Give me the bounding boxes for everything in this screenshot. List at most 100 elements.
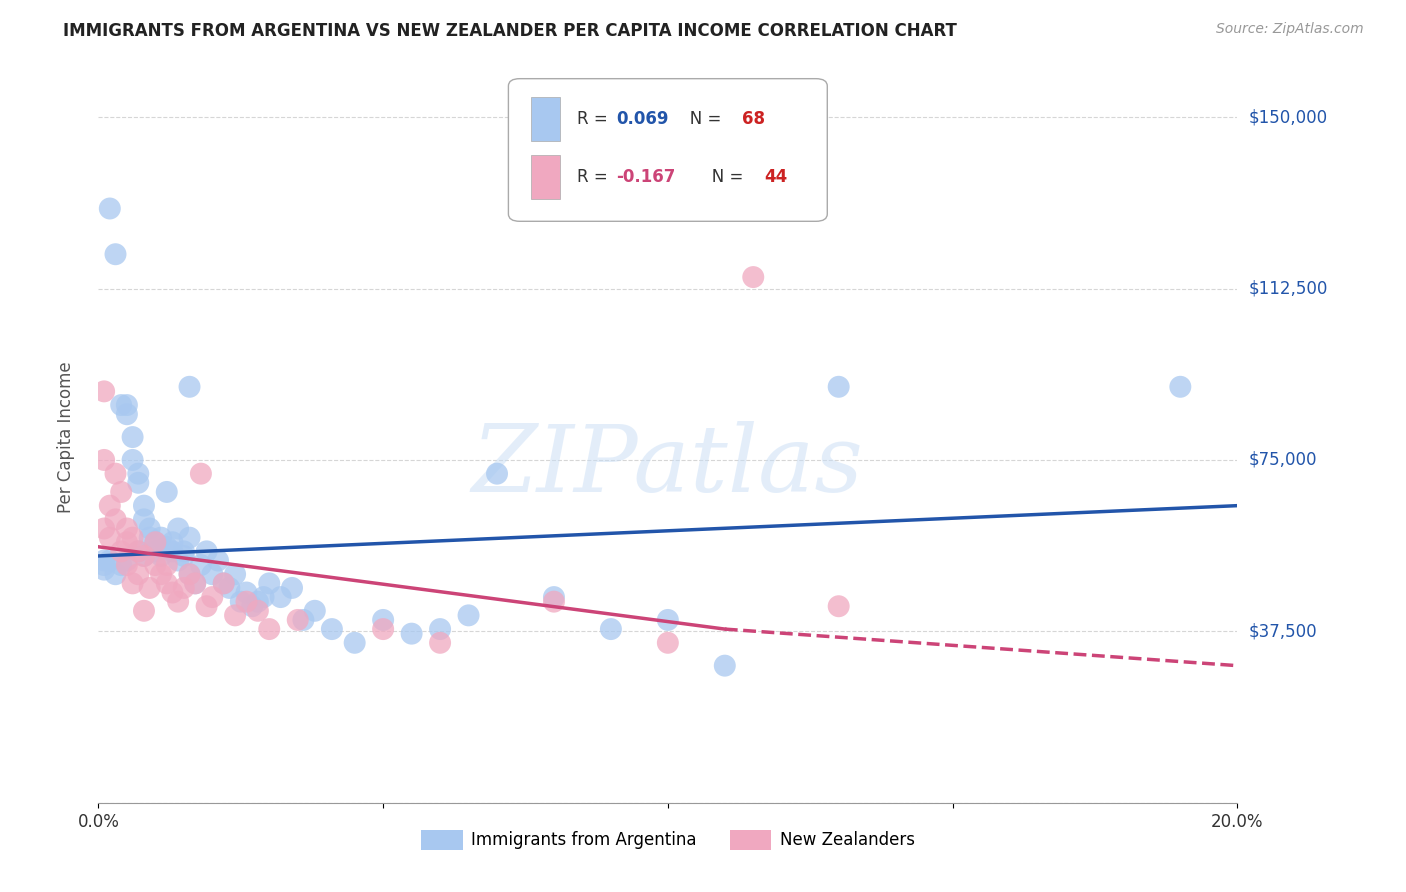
Point — [179, 531, 201, 545]
Point — [104, 247, 127, 261]
Point — [156, 540, 179, 554]
Point — [93, 521, 115, 535]
Point — [138, 531, 160, 545]
Point — [543, 590, 565, 604]
Point — [121, 453, 143, 467]
Point — [287, 613, 309, 627]
Text: $75,000: $75,000 — [1249, 451, 1317, 469]
Point — [98, 499, 121, 513]
Point — [156, 484, 179, 499]
Point — [190, 558, 212, 573]
Point — [104, 567, 127, 582]
Text: Source: ZipAtlas.com: Source: ZipAtlas.com — [1216, 22, 1364, 37]
Bar — [531, 97, 560, 141]
Point — [292, 613, 315, 627]
Point — [132, 499, 155, 513]
Point — [93, 563, 115, 577]
Point — [218, 581, 240, 595]
Point — [156, 558, 179, 573]
Text: N =: N = — [696, 169, 749, 186]
Point — [321, 622, 343, 636]
Point — [373, 613, 395, 627]
Y-axis label: Per Capita Income: Per Capita Income — [56, 361, 75, 513]
Text: $112,500: $112,500 — [1249, 279, 1327, 298]
Point — [138, 521, 160, 535]
Point — [150, 567, 173, 582]
Point — [173, 581, 195, 595]
Point — [138, 581, 160, 595]
Point — [173, 544, 195, 558]
Point — [110, 544, 132, 558]
Text: -0.167: -0.167 — [617, 169, 676, 186]
Point — [270, 590, 292, 604]
Point — [742, 270, 765, 285]
Point — [173, 549, 195, 563]
Point — [373, 622, 395, 636]
Point — [179, 567, 201, 582]
Point — [110, 398, 132, 412]
Point — [252, 590, 274, 604]
Point — [179, 567, 201, 582]
Point — [93, 384, 115, 399]
Point — [167, 594, 190, 608]
Point — [543, 594, 565, 608]
Point — [145, 535, 167, 549]
Point — [132, 512, 155, 526]
Text: ZIPatlas: ZIPatlas — [472, 421, 863, 511]
Point — [150, 549, 173, 563]
Text: 68: 68 — [742, 110, 765, 128]
Point — [429, 636, 451, 650]
Point — [145, 544, 167, 558]
Point — [212, 576, 235, 591]
Point — [304, 604, 326, 618]
Point — [121, 531, 143, 545]
Point — [235, 594, 257, 608]
Point — [132, 549, 155, 563]
Point — [229, 594, 252, 608]
Text: $37,500: $37,500 — [1249, 623, 1317, 640]
Point — [714, 658, 737, 673]
Point — [343, 636, 366, 650]
Point — [167, 521, 190, 535]
Bar — [531, 155, 560, 200]
Point — [115, 553, 138, 567]
Text: $150,000: $150,000 — [1249, 108, 1327, 126]
Point — [1170, 380, 1192, 394]
Point — [93, 553, 115, 567]
Point — [195, 544, 218, 558]
Point — [98, 202, 121, 216]
Point — [184, 576, 207, 591]
Point — [190, 467, 212, 481]
Text: N =: N = — [673, 110, 725, 128]
Point — [93, 558, 115, 573]
Point — [98, 553, 121, 567]
Point — [132, 604, 155, 618]
Point — [828, 599, 851, 614]
Text: IMMIGRANTS FROM ARGENTINA VS NEW ZEALANDER PER CAPITA INCOME CORRELATION CHART: IMMIGRANTS FROM ARGENTINA VS NEW ZEALAND… — [63, 22, 957, 40]
Point — [657, 613, 679, 627]
Point — [235, 585, 257, 599]
Point — [104, 512, 127, 526]
Point — [212, 576, 235, 591]
Point — [224, 608, 246, 623]
Point — [184, 576, 207, 591]
Point — [457, 608, 479, 623]
FancyBboxPatch shape — [509, 78, 827, 221]
Point — [162, 535, 184, 549]
Point — [246, 594, 269, 608]
Point — [207, 553, 229, 567]
Point — [828, 380, 851, 394]
Point — [115, 398, 138, 412]
Text: 44: 44 — [765, 169, 787, 186]
Point — [127, 544, 149, 558]
Point — [201, 590, 224, 604]
Point — [110, 484, 132, 499]
Point — [115, 535, 138, 549]
Point — [150, 531, 173, 545]
Point — [121, 430, 143, 444]
Point — [98, 531, 121, 545]
Point — [115, 558, 138, 573]
Point — [401, 626, 423, 640]
Text: R =: R = — [576, 169, 613, 186]
Point — [115, 407, 138, 421]
